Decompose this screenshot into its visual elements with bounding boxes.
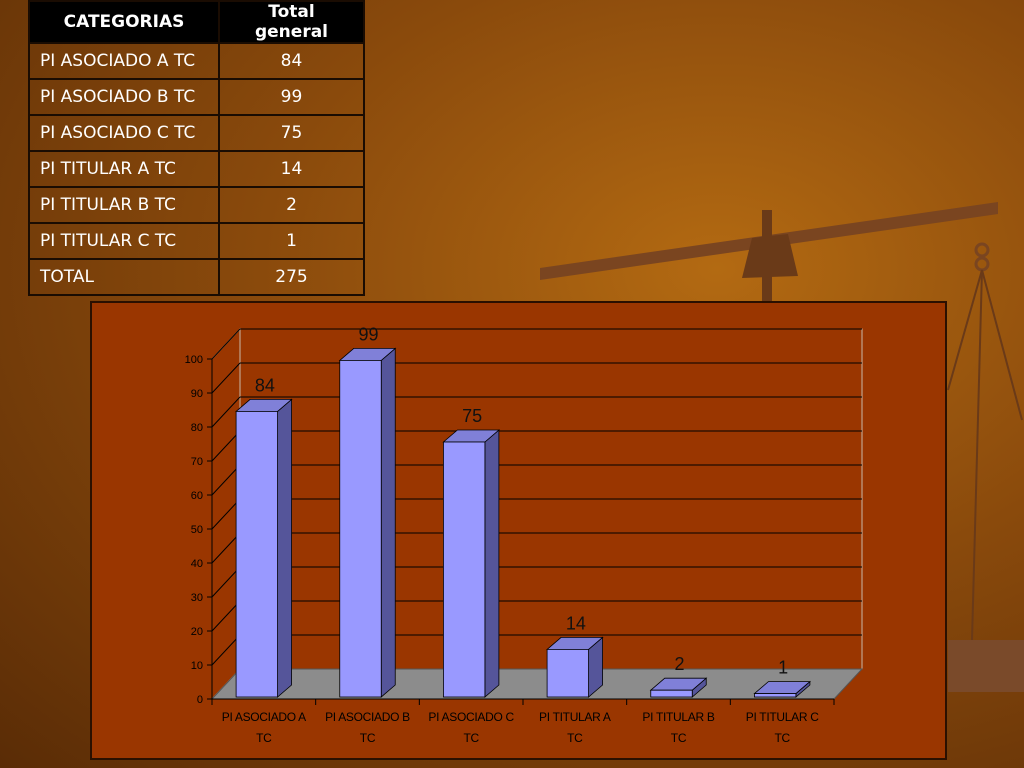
- y-tick-label: 90: [191, 388, 203, 400]
- x-tick-label: PI TITULAR B: [642, 710, 714, 724]
- table-cell-total: 14: [218, 150, 365, 188]
- y-tick-label: 100: [185, 354, 203, 366]
- data-label: 84: [255, 375, 275, 395]
- bar: [546, 648, 589, 698]
- table-cell-total: 99: [218, 78, 365, 116]
- x-tick-label: TC: [671, 731, 687, 745]
- data-label: 75: [462, 406, 482, 426]
- table-header-row: CATEGORIAS Total general: [28, 0, 365, 44]
- bar-chart: 0 10 20 30 40 50 60 70 80 90 100 84 PI ASOCIADO A TC 9…: [185, 324, 864, 745]
- gridline-side: [211, 532, 241, 564]
- scale-pan: [948, 640, 1024, 692]
- y-tick-label: 40: [191, 558, 203, 570]
- table-cell-total: 84: [218, 42, 365, 80]
- x-tick-label: PI ASOCIADO A: [222, 710, 306, 724]
- x-tick-label: PI ASOCIADO B: [325, 710, 410, 724]
- bar: [339, 360, 382, 698]
- bar-side-face: [277, 398, 292, 698]
- scale-pan-chains: [947, 269, 1023, 641]
- x-tick-label: PI ASOCIADO C: [428, 710, 514, 724]
- chart-panel: 0 10 20 30 40 50 60 70 80 90 100 84 PI ASOCIADO A TC 9…: [90, 301, 947, 760]
- x-tick-label: TC: [463, 731, 479, 745]
- bar: [650, 689, 693, 698]
- x-tick-label: TC: [774, 731, 790, 745]
- table-cell-total: 2: [218, 186, 365, 224]
- y-tick-label: 20: [191, 626, 203, 638]
- table-row-total: TOTAL 275: [28, 258, 365, 296]
- table-cell-category: PI TITULAR B TC: [28, 186, 220, 224]
- bar-side-face: [484, 429, 500, 698]
- table-cell-category: PI TITULAR A TC: [28, 150, 220, 188]
- y-tick-label: 0: [197, 694, 203, 706]
- bar: [754, 693, 797, 698]
- gridline-side: [211, 396, 241, 428]
- data-label: 14: [566, 613, 586, 633]
- table-row: PI TITULAR B TC 2: [28, 186, 365, 224]
- scale-beam: [540, 202, 998, 302]
- table-cell-total: 75: [218, 114, 365, 152]
- y-tick-label: 50: [191, 524, 203, 536]
- y-tick-label: 30: [191, 592, 203, 604]
- table-cell-total: 1: [218, 222, 365, 260]
- gridline-side: [211, 430, 241, 462]
- x-tick-label: TC: [256, 731, 272, 745]
- table-cell-total-label: TOTAL: [28, 258, 220, 296]
- table-row: PI ASOCIADO B TC 99: [28, 78, 365, 116]
- data-label: 99: [358, 324, 378, 344]
- table-cell-category: PI ASOCIADO B TC: [28, 78, 220, 116]
- header-total-general: Total general: [218, 0, 365, 44]
- table-cell-grand-total: 275: [218, 258, 365, 296]
- categories-table: CATEGORIAS Total general PI ASOCIADO A T…: [28, 0, 365, 296]
- gridline-side: [211, 600, 241, 632]
- bar-side-face: [380, 347, 396, 698]
- gridline-side: [211, 362, 241, 394]
- gridline-side: [211, 634, 241, 666]
- table-cell-category: PI ASOCIADO C TC: [28, 114, 220, 152]
- x-tick-label: PI TITULAR A: [539, 710, 611, 724]
- gridline-side: [211, 328, 241, 360]
- table-row: PI ASOCIADO C TC 75: [28, 114, 365, 152]
- data-label: 2: [674, 654, 684, 674]
- x-tick-label: TC: [567, 731, 583, 745]
- table-row: PI TITULAR C TC 1: [28, 222, 365, 260]
- x-tick-label: TC: [360, 731, 376, 745]
- y-tick-label: 60: [191, 490, 203, 502]
- y-tick-label: 10: [191, 660, 203, 672]
- y-tick-label: 70: [191, 456, 203, 468]
- table-cell-category: PI TITULAR C TC: [28, 222, 220, 260]
- y-tick-label: 80: [191, 422, 203, 434]
- gridline-side: [211, 498, 241, 530]
- header-categorias: CATEGORIAS: [28, 0, 220, 44]
- table-row: PI TITULAR A TC 14: [28, 150, 365, 188]
- gridline-side: [211, 464, 241, 496]
- table-cell-category: PI ASOCIADO A TC: [28, 42, 220, 80]
- bar: [235, 411, 278, 698]
- bar: [443, 441, 486, 698]
- table-row: PI ASOCIADO A TC 84: [28, 42, 365, 80]
- gridline-side: [211, 566, 241, 598]
- x-tick-label: PI TITULAR C: [746, 710, 819, 724]
- data-label: 1: [778, 658, 788, 678]
